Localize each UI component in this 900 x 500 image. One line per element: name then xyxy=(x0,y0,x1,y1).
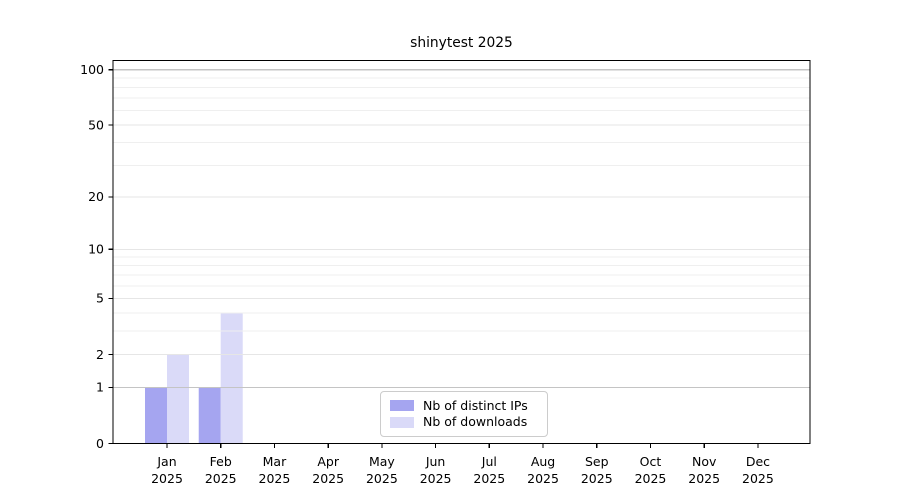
axis-ticks xyxy=(108,69,759,448)
legend-item: Nb of distinct IPs xyxy=(390,397,547,413)
legend-swatch xyxy=(390,416,414,428)
x-tick-month-may: May xyxy=(369,454,395,469)
x-tick-labels: Jan 2025 Feb 2025 Mar 2025 Apr 2025 May 2025 Jun 20… xyxy=(151,454,774,486)
x-tick-month-jan: Jan xyxy=(156,454,176,469)
plot-border xyxy=(112,59,811,445)
x-tick-year-aug: 2025 xyxy=(527,471,559,486)
x-tick-month-feb: Feb xyxy=(210,454,232,469)
x-tick-month-sep: Sep xyxy=(585,454,609,469)
x-tick-month-jul: Jul xyxy=(481,454,497,469)
bar-downloads-jan xyxy=(167,354,189,444)
x-tick-month-jun: Jun xyxy=(425,454,446,469)
legend-label: Nb of distinct IPs xyxy=(423,397,528,413)
y-tick-label-0: 0 xyxy=(96,436,104,451)
x-tick-month-mar: Mar xyxy=(263,454,287,469)
x-tick-year-feb: 2025 xyxy=(205,471,237,486)
chart-title: shinytest 2025 xyxy=(410,35,513,51)
x-tick-year-jun: 2025 xyxy=(420,471,452,486)
y-tick-label-50: 50 xyxy=(88,117,104,132)
y-tick-label-5: 5 xyxy=(96,291,104,306)
bar-downloads-feb xyxy=(220,313,243,444)
x-tick-year-sep: 2025 xyxy=(581,471,613,486)
x-tick-year-jul: 2025 xyxy=(473,471,505,486)
x-tick-year-jan: 2025 xyxy=(151,471,183,486)
y-tick-labels: 0 1 2 5 10 20 50 100 xyxy=(80,62,104,451)
x-tick-month-oct: Oct xyxy=(640,454,662,469)
x-tick-month-aug: Aug xyxy=(531,454,555,469)
gridlines xyxy=(113,69,810,388)
x-tick-year-mar: 2025 xyxy=(259,471,291,486)
x-tick-year-apr: 2025 xyxy=(312,471,344,486)
bar-distinct-ips-jan xyxy=(145,387,167,444)
bar-distinct-ips-feb xyxy=(198,387,221,444)
legend-item: Nb of downloads xyxy=(390,414,547,429)
legend-swatch xyxy=(390,400,414,412)
x-tick-month-apr: Apr xyxy=(317,454,339,469)
x-tick-month-nov: Nov xyxy=(692,454,717,469)
x-tick-year-oct: 2025 xyxy=(635,471,667,486)
y-tick-label-100: 100 xyxy=(80,62,104,77)
x-tick-year-dec: 2025 xyxy=(742,471,774,486)
x-tick-year-nov: 2025 xyxy=(688,471,720,486)
bars xyxy=(145,313,243,444)
y-tick-label-2: 2 xyxy=(96,347,104,362)
y-tick-label-10: 10 xyxy=(88,242,104,257)
legend: Nb of distinct IPs Nb of downloads xyxy=(380,391,548,437)
x-tick-year-may: 2025 xyxy=(366,471,398,486)
y-tick-label-20: 20 xyxy=(88,189,104,204)
x-tick-month-dec: Dec xyxy=(746,454,770,469)
y-tick-label-1: 1 xyxy=(96,380,104,395)
legend-label: Nb of downloads xyxy=(423,414,528,429)
